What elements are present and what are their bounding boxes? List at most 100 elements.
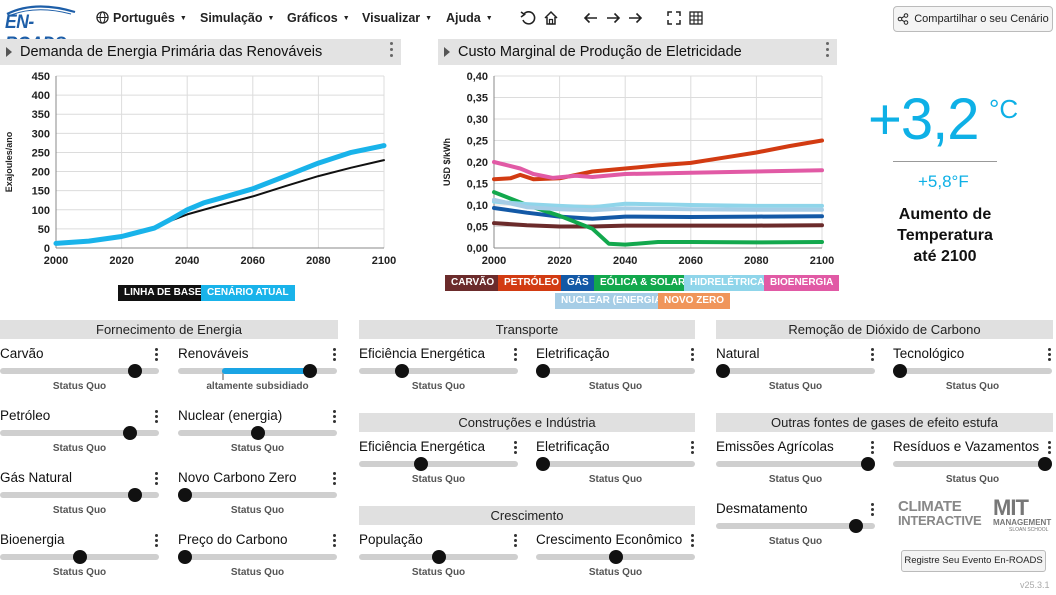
slider-knob[interactable] — [250, 426, 265, 440]
slider-knob[interactable] — [72, 550, 87, 564]
slider-menu-icon[interactable] — [1048, 348, 1052, 362]
slider-knob[interactable] — [127, 364, 142, 378]
slider-menu-icon[interactable] — [691, 534, 695, 548]
slider-track[interactable] — [359, 461, 518, 467]
slider-status: Status Quo — [945, 381, 1000, 392]
y-tick-label: 100 — [32, 205, 50, 217]
forward-arrow-icon[interactable] — [604, 9, 622, 27]
slider-menu-icon[interactable] — [871, 441, 875, 455]
slider-knob[interactable] — [178, 550, 192, 564]
temperature-celsius-unit: °C — [989, 94, 1019, 124]
slider-status: Status Quo — [768, 536, 823, 547]
slider-track[interactable] — [536, 368, 695, 374]
slider-menu-icon[interactable] — [333, 472, 337, 486]
undo-icon[interactable] — [519, 9, 537, 27]
slider-knob[interactable] — [716, 364, 730, 378]
slider-knob[interactable] — [536, 457, 550, 471]
slider-knob[interactable] — [127, 488, 142, 502]
right-graph-header[interactable]: Custo Marginal de Produção de Eletricida… — [438, 39, 837, 65]
left-graph-menu-icon[interactable] — [389, 42, 393, 57]
redo-arrow-icon[interactable] — [626, 9, 644, 27]
slider-knob[interactable] — [861, 457, 875, 471]
section-energy-supply: Fornecimento de Energia — [0, 320, 338, 339]
slider-knob[interactable] — [1038, 457, 1052, 471]
slider-track[interactable] — [0, 368, 159, 374]
chevron-down-icon: ▼ — [179, 15, 187, 22]
slider-menu-icon[interactable] — [871, 503, 875, 517]
x-tick-label: 2100 — [810, 255, 834, 267]
menu-graphs[interactable]: Gráficos ▼ — [287, 11, 350, 25]
slider-knob[interactable] — [431, 550, 446, 564]
slider-menu-icon[interactable] — [514, 534, 518, 548]
slider-knob[interactable] — [302, 364, 317, 378]
slider-menu-icon[interactable] — [333, 348, 337, 362]
slider-knob[interactable] — [414, 457, 429, 471]
slider-knob[interactable] — [536, 364, 550, 378]
legend-hydro[interactable]: HIDRELÉTRICA — [684, 275, 771, 291]
slider-knob[interactable] — [395, 364, 410, 378]
x-tick-label: 2080 — [744, 255, 768, 267]
slider-menu-icon[interactable] — [871, 348, 875, 362]
series-line-7 — [492, 197, 824, 213]
home-icon[interactable] — [542, 9, 560, 27]
menu-simulation[interactable]: Simulação ▼ — [200, 11, 274, 25]
y-tick-label: 400 — [32, 90, 50, 102]
slider-knob[interactable] — [123, 426, 138, 440]
legend-oil[interactable]: PETRÓLEO — [498, 275, 566, 291]
legend-wind-solar[interactable]: EÓLICA & SOLAR — [594, 275, 692, 291]
legend-bioenergy[interactable]: BIOENERGIA — [764, 275, 840, 291]
slider-menu-icon[interactable] — [155, 410, 159, 424]
slider-track[interactable] — [178, 492, 337, 498]
slider-knob[interactable] — [849, 519, 864, 533]
share-scenario-button[interactable]: Compartilhar o seu Cenário — [893, 6, 1053, 32]
register-event-button[interactable]: Registre Seu Evento En-ROADS — [901, 550, 1046, 572]
back-arrow-icon[interactable] — [582, 9, 600, 27]
slider-menu-icon[interactable] — [691, 441, 695, 455]
x-tick-label: 2060 — [241, 255, 265, 267]
legend-new-zero[interactable]: NOVO ZERO — [658, 293, 731, 309]
expand-triangle-icon[interactable] — [444, 47, 450, 57]
slider-track[interactable] — [0, 492, 159, 498]
slider-track[interactable] — [716, 523, 875, 529]
right-graph-menu-icon[interactable] — [825, 42, 829, 57]
slider-track[interactable] — [536, 461, 695, 467]
slider-label: Resíduos e Vazamentos — [893, 439, 1040, 454]
mit-sloan-logo[interactable]: MIT MANAGEMENT SLOAN SCHOOL — [993, 497, 1051, 534]
legend-current-scenario[interactable]: CENÁRIO ATUAL — [201, 285, 295, 301]
slider-menu-icon[interactable] — [155, 534, 159, 548]
left-graph-header[interactable]: Demanda de Energia Primária das Renováve… — [0, 39, 401, 65]
legend-baseline[interactable]: LINHA DE BASE — [118, 285, 208, 301]
slider-menu-icon[interactable] — [333, 410, 337, 424]
menu-help[interactable]: Ajuda ▼ — [446, 11, 493, 25]
slider-knob[interactable] — [608, 550, 623, 564]
slider-knob[interactable] — [893, 364, 907, 378]
temperature-fahrenheit: +5,8°F — [918, 172, 969, 191]
slider-track[interactable] — [359, 368, 518, 374]
slider-menu-icon[interactable] — [514, 441, 518, 455]
grid-icon[interactable] — [687, 9, 705, 27]
menu-view-label: Visualizar — [362, 11, 421, 25]
slider-track[interactable] — [893, 461, 1052, 467]
slider-menu-icon[interactable] — [155, 472, 159, 486]
slider-menu-icon[interactable] — [155, 348, 159, 362]
legend-gas[interactable]: GÁS — [561, 275, 595, 291]
fullscreen-icon[interactable] — [665, 9, 683, 27]
slider-status: Status Quo — [588, 567, 643, 578]
slider-menu-icon[interactable] — [691, 348, 695, 362]
slider-track[interactable] — [178, 554, 337, 560]
menu-view[interactable]: Visualizar ▼ — [362, 11, 432, 25]
slider-track[interactable] — [893, 368, 1052, 374]
slider-track[interactable] — [0, 430, 159, 436]
slider-menu-icon[interactable] — [333, 534, 337, 548]
legend-nuclear[interactable]: NUCLEAR (ENERGIA) — [555, 293, 671, 309]
slider-knob[interactable] — [178, 488, 192, 502]
legend-coal[interactable]: CARVÃO — [445, 275, 501, 291]
expand-triangle-icon[interactable] — [6, 47, 12, 57]
climate-interactive-logo[interactable]: CLIMATE INTERACTIVE — [898, 499, 982, 528]
slider-menu-icon[interactable] — [1048, 441, 1052, 455]
menu-language[interactable]: Português ▼ — [96, 11, 187, 25]
en-roads-logo[interactable]: EN-ROADS — [5, 2, 77, 55]
slider-menu-icon[interactable] — [514, 348, 518, 362]
slider-track[interactable] — [716, 368, 875, 374]
slider-track[interactable] — [716, 461, 875, 467]
